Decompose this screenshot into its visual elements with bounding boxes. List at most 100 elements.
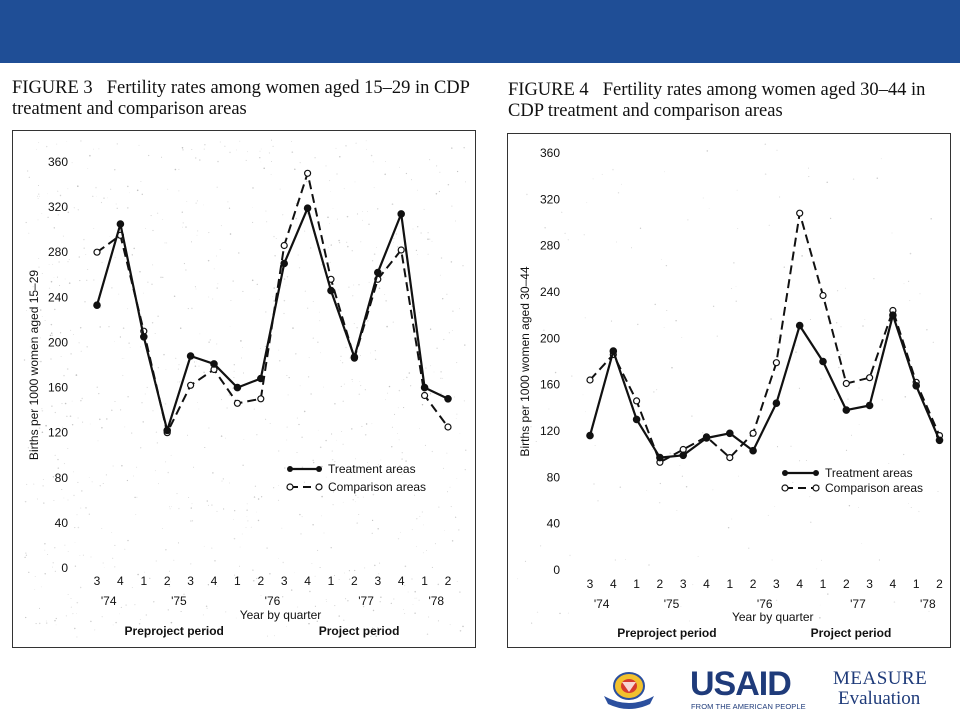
y-tick-label: 40: [55, 516, 69, 530]
speckle-dot: [229, 233, 232, 235]
speckle-dot: [38, 195, 40, 197]
speckle-dot: [178, 168, 180, 170]
speckle-dot: [107, 197, 108, 199]
speckle-dot: [133, 475, 134, 477]
speckle-dot: [404, 565, 407, 568]
speckle-dot: [64, 342, 66, 345]
speckle-dot: [257, 498, 260, 500]
speckle-dot: [85, 507, 87, 509]
y-tick-label: 120: [48, 426, 68, 440]
speckle-dot: [423, 524, 424, 526]
speckle-dot: [233, 364, 235, 366]
speckle-dot: [246, 516, 248, 518]
speckle-dot: [403, 608, 404, 610]
speckle-dot: [410, 385, 412, 387]
speckle-dot: [126, 479, 129, 482]
speckle-dot: [73, 334, 74, 335]
speckle-dot: [194, 365, 197, 367]
speckle-dot: [307, 376, 310, 378]
speckle-dot: [92, 195, 94, 197]
speckle-dot: [366, 462, 368, 463]
speckle-dot: [222, 478, 224, 480]
speckle-dot: [776, 149, 778, 151]
speckle-dot: [37, 198, 39, 199]
speckle-dot: [136, 496, 138, 498]
speckle-dot: [79, 280, 81, 282]
speckle-dot: [852, 178, 855, 180]
speckle-dot: [80, 400, 82, 402]
treatment-point: [726, 429, 734, 438]
speckle-dot: [95, 186, 97, 189]
speckle-dot: [299, 161, 301, 164]
speckle-dot: [253, 408, 255, 410]
speckle-dot: [833, 399, 836, 401]
speckle-dot: [451, 540, 454, 542]
speckle-dot: [314, 605, 316, 607]
speckle-dot: [40, 360, 42, 363]
speckle-dot: [217, 283, 219, 285]
comparison-series-line: [589, 212, 941, 464]
speckle-dot: [427, 232, 429, 234]
speckle-dot: [540, 545, 542, 547]
speckle-dot: [586, 202, 588, 204]
speckle-dot: [820, 378, 822, 380]
speckle-dot: [93, 228, 95, 229]
speckle-dot: [367, 320, 369, 322]
speckle-dot: [377, 626, 379, 629]
speckle-dot: [552, 241, 555, 244]
period-label: Preproject period: [125, 624, 224, 638]
speckle-dot: [52, 566, 53, 568]
speckle-dot: [238, 565, 241, 567]
speckle-dot: [437, 620, 439, 622]
speckle-dot: [119, 336, 122, 338]
speckle-dot: [365, 140, 367, 142]
speckle-dot: [339, 155, 341, 158]
speckle-dot: [440, 371, 442, 373]
speckle-dot: [216, 510, 218, 512]
speckle-dot: [864, 319, 866, 320]
speckle-dot: [325, 598, 327, 601]
speckle-dot: [876, 177, 879, 179]
speckle-dot: [134, 496, 136, 499]
speckle-dot: [858, 423, 860, 425]
speckle-dot: [567, 612, 569, 614]
speckle-dot: [680, 605, 682, 607]
speckle-dot: [456, 362, 458, 364]
speckle-dot: [220, 225, 222, 227]
speckle-dot: [296, 452, 298, 453]
speckle-dot: [378, 287, 381, 290]
speckle-dot: [52, 263, 54, 265]
speckle-dot: [930, 217, 932, 220]
speckle-dot: [372, 161, 374, 163]
speckle-dot: [394, 413, 396, 415]
x-tick-label: 2: [750, 577, 757, 591]
speckle-dot: [329, 223, 330, 225]
y-axis-label: Births per 1000 women aged 15–29: [27, 270, 41, 460]
speckle-dot: [727, 526, 730, 529]
speckle-dot: [891, 232, 893, 234]
figure-4-title: FIGURE 4 Fertility rates among women aged…: [508, 80, 926, 121]
speckle-dot: [421, 511, 423, 513]
speckle-dot: [341, 362, 344, 364]
speckle-dot: [38, 266, 40, 268]
period-label: Preproject period: [617, 626, 716, 640]
speckle-dot: [621, 183, 622, 185]
speckle-dot: [320, 352, 321, 354]
speckle-dot: [364, 567, 366, 569]
speckle-dot: [414, 494, 415, 496]
speckle-dot: [376, 247, 377, 249]
speckle-dot: [290, 589, 293, 591]
speckle-dot: [40, 586, 42, 588]
speckle-dot: [164, 242, 166, 244]
speckle-dot: [536, 611, 539, 613]
speckle-dot: [245, 527, 247, 528]
speckle-dot: [359, 381, 361, 382]
speckle-dot: [370, 635, 372, 638]
speckle-dot: [659, 482, 661, 485]
speckle-dot: [554, 371, 557, 374]
speckle-dot: [317, 549, 319, 551]
speckle-dot: [260, 148, 262, 150]
speckle-dot: [535, 440, 537, 443]
speckle-dot: [57, 190, 59, 192]
speckle-dot: [449, 624, 451, 626]
